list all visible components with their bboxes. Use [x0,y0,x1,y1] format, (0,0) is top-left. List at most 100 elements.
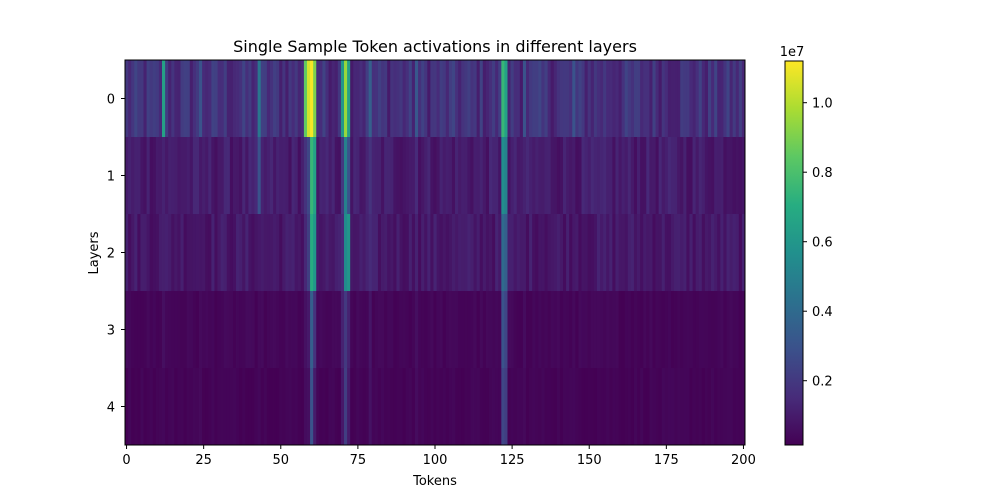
colorbar-tick-label: 0.8 [812,166,833,181]
heatmap-cell [214,368,218,446]
heatmap-cell [242,60,246,138]
heatmap-cell [467,137,471,215]
heatmap-cell [171,60,175,138]
heatmap-cell [470,291,474,369]
heatmap-cell [260,60,265,138]
heatmap-cell [510,60,515,138]
heatmap-cell [525,291,530,369]
heatmap-cell [208,291,212,369]
heatmap-cell [319,214,323,292]
heatmap-cell [408,291,413,369]
heatmap-cell [563,214,567,292]
heatmap-cell [297,214,302,292]
heatmap-cell [297,291,302,369]
heatmap-cell [402,137,407,215]
heatmap-cell [128,368,132,446]
heatmap-cell [202,137,206,215]
heatmap-cell [667,60,672,138]
heatmap-cell [344,60,348,138]
x-tick-label: 50 [272,453,289,468]
x-tick-label: 175 [654,453,679,468]
heatmap-cell [525,137,530,215]
heatmap-cell [569,60,573,138]
heatmap-cell [134,60,138,138]
heatmap-cell [726,368,730,446]
heatmap-cell [128,214,132,292]
heatmap-cell [522,214,527,292]
heatmap-cell [183,214,188,292]
heatmap-cell [248,291,252,369]
heatmap-cell [128,60,132,138]
heatmap-cell [149,368,154,446]
heatmap-cell [359,60,363,138]
heatmap-cell [186,368,191,446]
heatmap-cell [217,291,222,369]
heatmap-cell [442,291,447,369]
heatmap-cell [686,291,690,369]
heatmap-cell [572,60,576,138]
heatmap-cell [559,368,564,446]
heatmap-cell [226,60,231,138]
heatmap-cell [723,291,727,369]
heatmap-cell [331,137,336,215]
heatmap-cell [544,214,548,292]
heatmap-cell [695,291,700,369]
heatmap-cell [411,60,416,138]
heatmap-cell [408,137,413,215]
heatmap-cell [294,368,299,446]
heatmap-cell [371,60,376,138]
heatmap-cell [273,214,277,292]
heatmap-cell [356,214,360,292]
x-tick-label: 25 [195,453,212,468]
heatmap-cell [396,368,400,446]
heatmap-cell [495,291,499,369]
heatmap-cell [347,137,351,215]
y-tick-label: 0 [107,93,115,108]
heatmap-cell [310,137,314,215]
heatmap-cell [683,60,687,138]
heatmap-cell [578,291,582,369]
heatmap-cell [492,137,496,215]
heatmap-cell [695,368,700,446]
heatmap-cell [229,60,234,138]
heatmap-cell [637,291,641,369]
heatmap-cell [630,368,635,446]
heatmap-cell [297,137,302,215]
heatmap-cell [149,137,154,215]
heatmap-cell [359,291,363,369]
heatmap-cell [430,137,434,215]
heatmap-cell [677,60,681,138]
heatmap-cell [143,60,147,138]
heatmap-cell [575,368,579,446]
heatmap-cell [550,60,555,138]
heatmap-cell [149,291,154,369]
heatmap-cell [652,214,656,292]
heatmap-cell [424,368,428,446]
heatmap-cell [306,137,311,215]
heatmap-cell [476,368,481,446]
heatmap-cell [371,291,376,369]
heatmap-cell [464,60,468,138]
heatmap-cell [279,291,283,369]
heatmap-cell [245,368,249,446]
heatmap-cell [183,60,188,138]
heatmap-cell [340,137,345,215]
heatmap-cell [569,137,573,215]
heatmap-cell [686,60,690,138]
heatmap-cell [168,291,172,369]
heatmap-cell [637,368,641,446]
heatmap-cell [476,137,481,215]
heatmap-cell [350,368,354,446]
heatmap-cell [427,368,431,446]
heatmap-cell [572,291,576,369]
heatmap-cell [482,60,487,138]
heatmap-cell [365,291,370,369]
heatmap-cell [717,291,721,369]
heatmap-cell [260,291,265,369]
heatmap-cell [263,137,268,215]
heatmap-cell [643,60,647,138]
heatmap-cell [239,214,243,292]
heatmap-cell [689,214,693,292]
heatmap-cell [624,137,629,215]
heatmap-cell [155,137,160,215]
